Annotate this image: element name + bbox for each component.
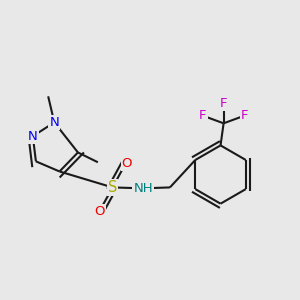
Text: O: O bbox=[122, 157, 132, 170]
Text: O: O bbox=[94, 206, 105, 218]
Text: F: F bbox=[220, 97, 227, 110]
Text: F: F bbox=[199, 109, 206, 122]
Text: NH: NH bbox=[134, 182, 153, 195]
Text: N: N bbox=[28, 130, 38, 143]
Text: N: N bbox=[50, 116, 59, 129]
Text: S: S bbox=[108, 180, 117, 195]
Text: F: F bbox=[241, 109, 248, 122]
